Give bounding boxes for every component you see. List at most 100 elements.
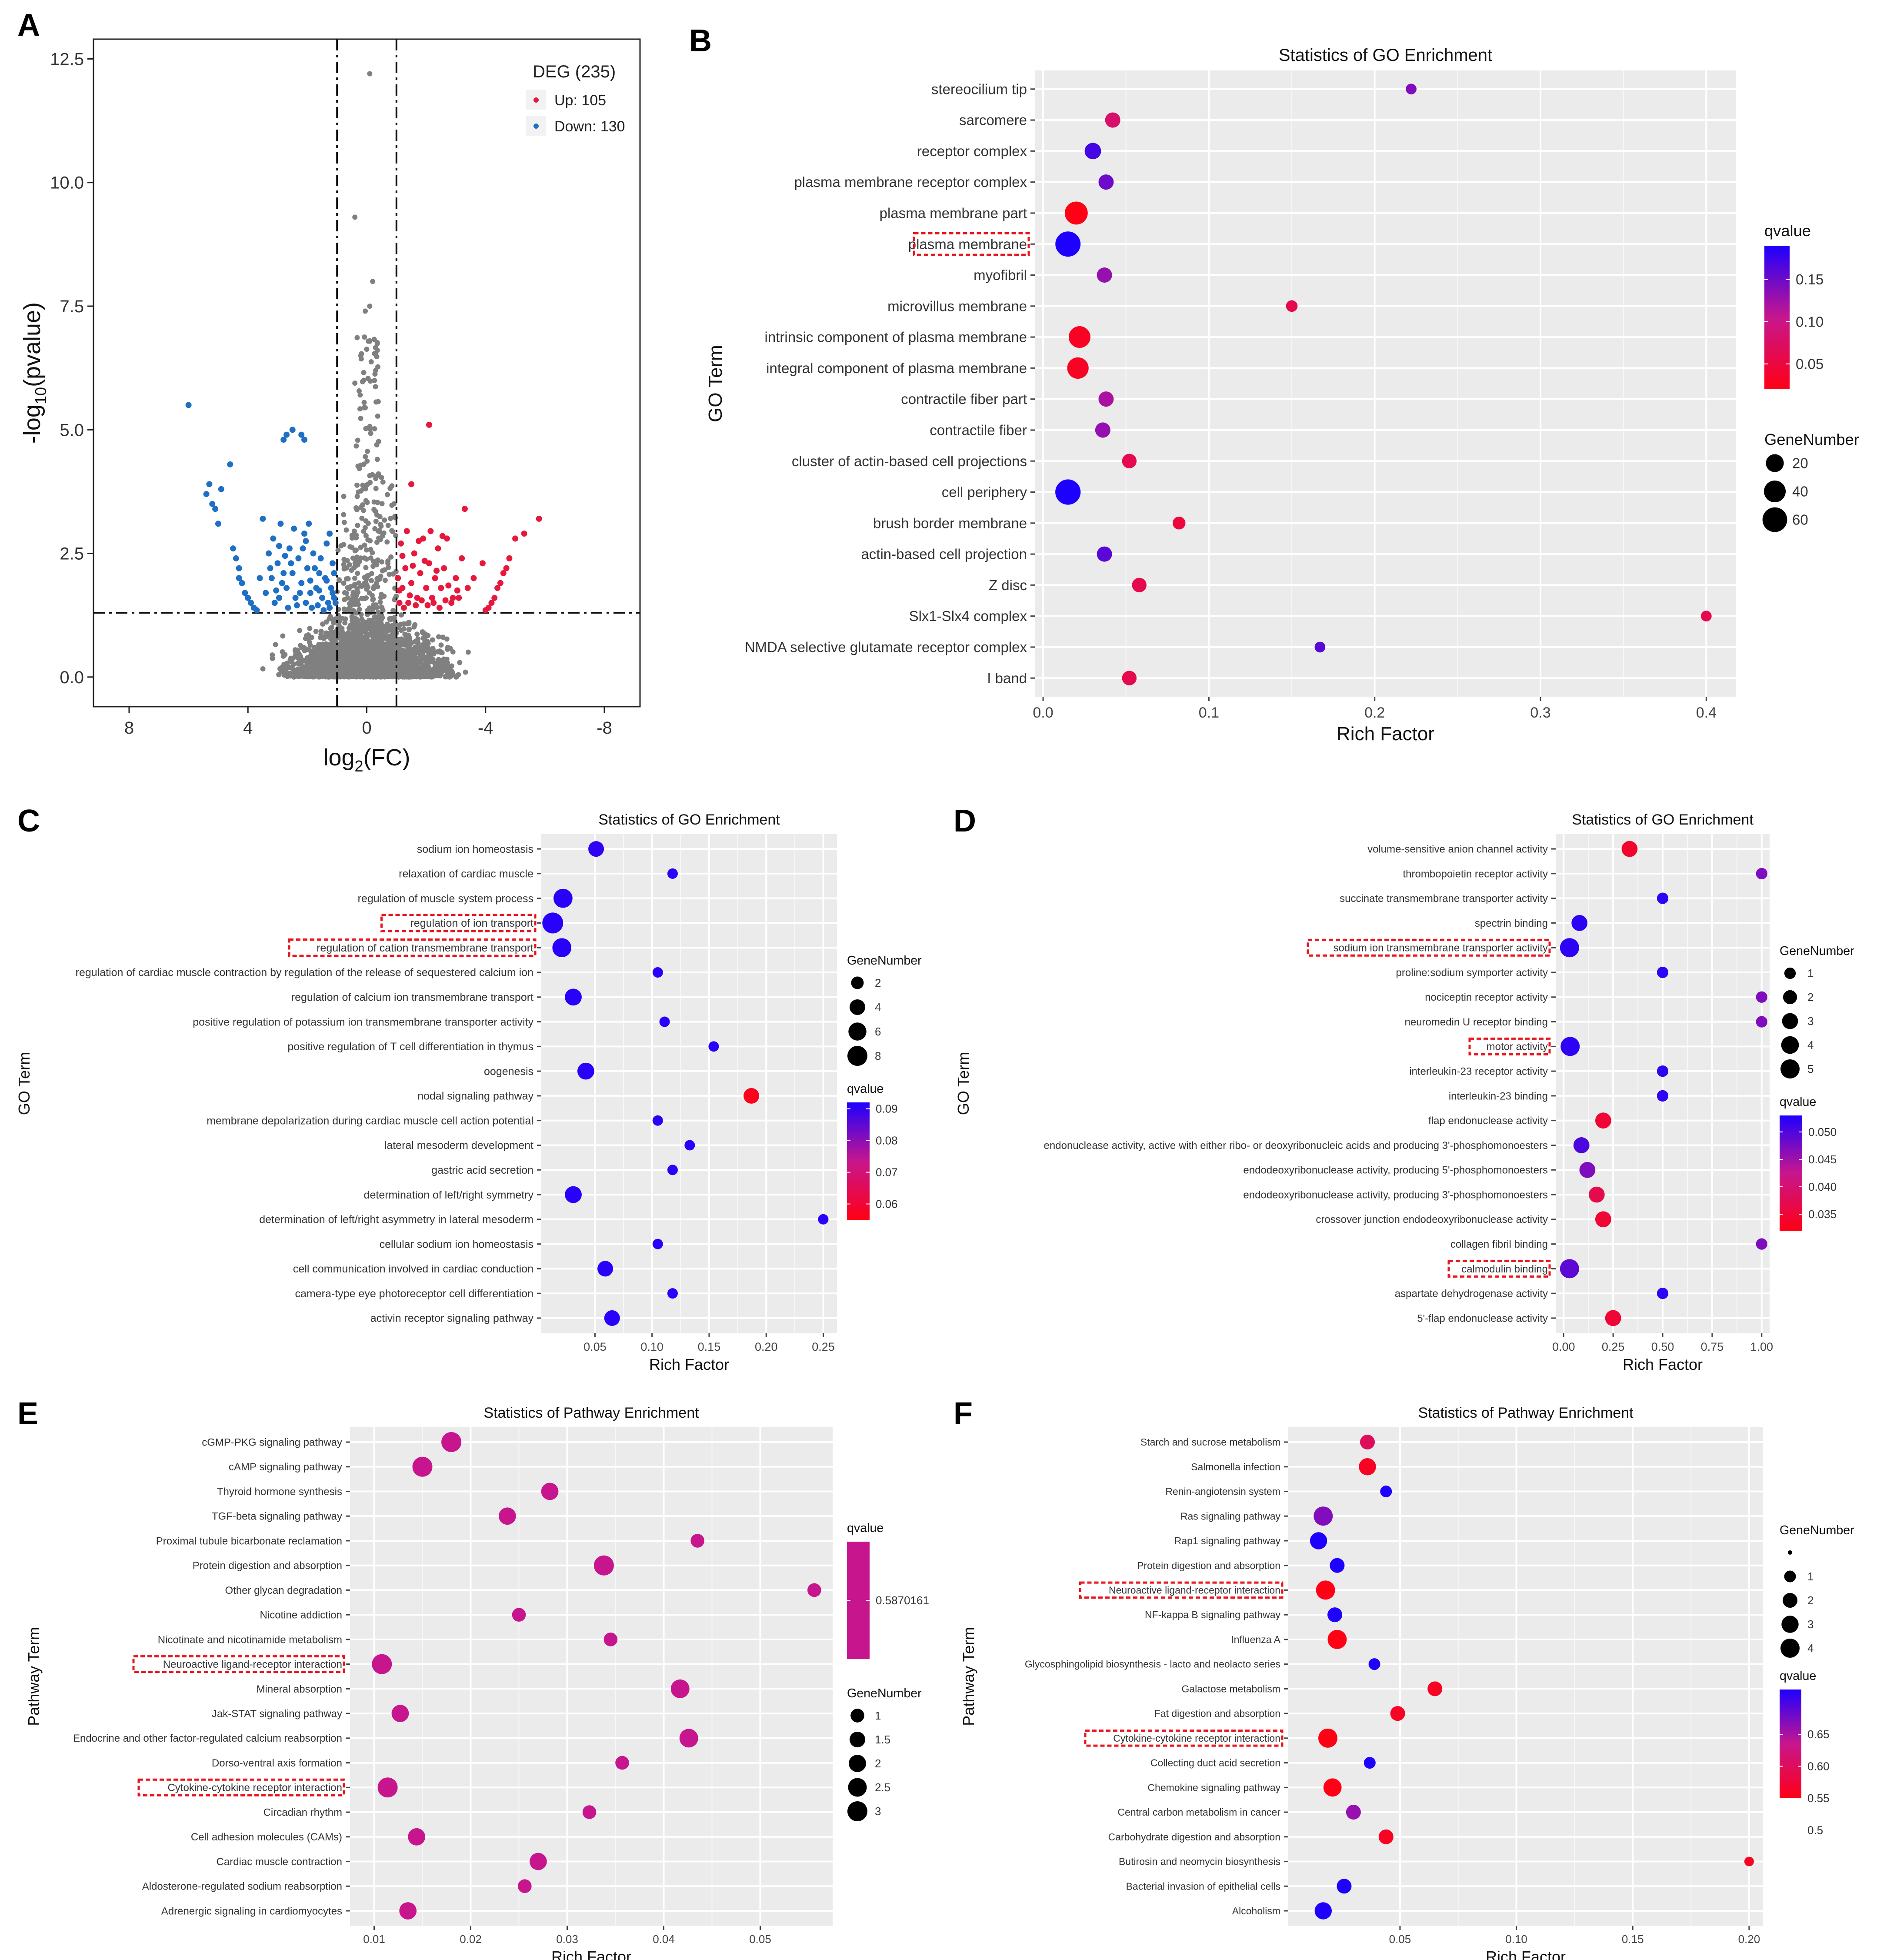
ns-point bbox=[444, 656, 450, 662]
y-tick-label: 0.0 bbox=[60, 668, 84, 687]
term-label: Ras signaling pathway bbox=[1180, 1510, 1281, 1522]
size-legend-label: 1 bbox=[875, 1709, 881, 1722]
term-label: endodeoxyribonuclease activity, producin… bbox=[1243, 1189, 1548, 1201]
ns-point bbox=[361, 377, 367, 383]
ns-point bbox=[364, 547, 370, 553]
down-point bbox=[332, 600, 339, 606]
term-dot bbox=[441, 1432, 462, 1452]
ns-point bbox=[373, 518, 379, 524]
term-dot bbox=[565, 988, 582, 1006]
qvalue-tick-label: 0.035 bbox=[1808, 1208, 1837, 1221]
down-point bbox=[253, 607, 260, 614]
term-label: Cardiac muscle contraction bbox=[217, 1856, 342, 1868]
term-dot bbox=[1560, 938, 1579, 958]
up-point bbox=[435, 545, 441, 552]
legend-key bbox=[533, 97, 539, 103]
ns-point bbox=[277, 666, 283, 671]
size-legend-dot bbox=[849, 1731, 866, 1748]
term-label: microvillus membrane bbox=[887, 298, 1027, 314]
term-label: interleukin-23 binding bbox=[1449, 1090, 1548, 1102]
term-label: regulation of cation transmembrane trans… bbox=[317, 942, 533, 954]
ns-point bbox=[376, 656, 382, 661]
term-label: Protein digestion and absorption bbox=[193, 1560, 342, 1572]
plot-frame bbox=[93, 38, 641, 708]
qvalue-tick-label: 0.65 bbox=[1807, 1728, 1830, 1741]
term-dot bbox=[1560, 1259, 1579, 1279]
ns-point bbox=[309, 671, 314, 677]
ns-point bbox=[337, 645, 343, 651]
up-point bbox=[418, 597, 425, 604]
size-legend-dot bbox=[849, 1755, 866, 1772]
ns-point bbox=[360, 639, 366, 645]
ns-point bbox=[302, 674, 308, 679]
ns-point bbox=[379, 559, 385, 565]
ns-point bbox=[438, 650, 444, 655]
ns-point bbox=[361, 370, 367, 375]
term-dot bbox=[684, 1140, 695, 1151]
term-dot bbox=[652, 1239, 663, 1249]
down-point bbox=[303, 600, 309, 606]
qvalue-tick-label: 0.05 bbox=[1796, 356, 1824, 372]
ns-point bbox=[367, 473, 373, 478]
term-label: Nicotine addiction bbox=[260, 1609, 342, 1621]
ns-point bbox=[422, 636, 427, 641]
ns-point bbox=[351, 625, 357, 631]
term-label: Mineral absorption bbox=[257, 1683, 342, 1695]
term-label: Bacterial invasion of epithelial cells bbox=[1126, 1880, 1280, 1892]
qvalue-tick-label: 0.040 bbox=[1808, 1180, 1837, 1193]
ns-point bbox=[412, 669, 418, 675]
ns-point bbox=[354, 507, 360, 512]
ns-point bbox=[376, 439, 381, 444]
term-label: Jak-STAT signaling pathway bbox=[212, 1708, 342, 1720]
up-point bbox=[426, 421, 432, 428]
ns-point bbox=[385, 642, 390, 648]
ns-point bbox=[367, 642, 373, 648]
term-dot bbox=[667, 1165, 678, 1175]
x-tick-label: 0.03 bbox=[556, 1933, 578, 1946]
term-label: interleukin-23 receptor activity bbox=[1409, 1066, 1548, 1078]
ns-point bbox=[341, 512, 347, 518]
ns-point bbox=[366, 658, 371, 664]
ns-point bbox=[349, 535, 355, 541]
up-point bbox=[396, 600, 403, 606]
term-dot bbox=[1318, 1728, 1337, 1748]
size-legend-dot bbox=[1783, 990, 1797, 1005]
ns-point bbox=[318, 628, 324, 634]
ns-point bbox=[342, 620, 348, 626]
ns-point bbox=[326, 632, 332, 638]
term-label: Other glycan degradation bbox=[225, 1585, 342, 1596]
term-label: crossover junction endodeoxyribonuclease… bbox=[1316, 1214, 1548, 1225]
up-point bbox=[410, 562, 416, 569]
ns-point bbox=[372, 377, 377, 383]
term-label: contractile fiber bbox=[930, 422, 1027, 438]
term-label: calmodulin binding bbox=[1461, 1263, 1548, 1275]
down-point bbox=[309, 604, 315, 611]
size-legend-dot bbox=[1762, 507, 1787, 532]
term-label: oogenesis bbox=[484, 1065, 533, 1078]
ns-point bbox=[320, 621, 326, 627]
down-point bbox=[327, 604, 333, 611]
term-dot bbox=[1657, 1065, 1669, 1077]
ns-point bbox=[363, 620, 368, 625]
ns-point bbox=[438, 667, 444, 672]
ns-point bbox=[399, 612, 404, 618]
up-point bbox=[411, 550, 417, 557]
ns-point bbox=[372, 426, 377, 432]
ns-point bbox=[290, 672, 295, 678]
term-dot bbox=[1657, 892, 1669, 904]
size-legend-label: 2 bbox=[1807, 1594, 1814, 1607]
term-dot bbox=[652, 967, 663, 978]
up-point bbox=[506, 555, 513, 561]
term-label: flap endonuclease activity bbox=[1428, 1115, 1548, 1127]
term-label: aspartate dehydrogenase activity bbox=[1395, 1288, 1548, 1300]
ns-point bbox=[350, 651, 355, 657]
ns-point bbox=[406, 621, 412, 626]
ns-point bbox=[411, 624, 417, 630]
ns-point bbox=[357, 631, 363, 637]
ns-point bbox=[363, 533, 369, 538]
ns-point bbox=[367, 480, 373, 485]
term-dot bbox=[372, 1654, 392, 1674]
ns-point bbox=[307, 626, 313, 631]
ns-point bbox=[377, 599, 383, 605]
term-dot bbox=[670, 1679, 690, 1698]
